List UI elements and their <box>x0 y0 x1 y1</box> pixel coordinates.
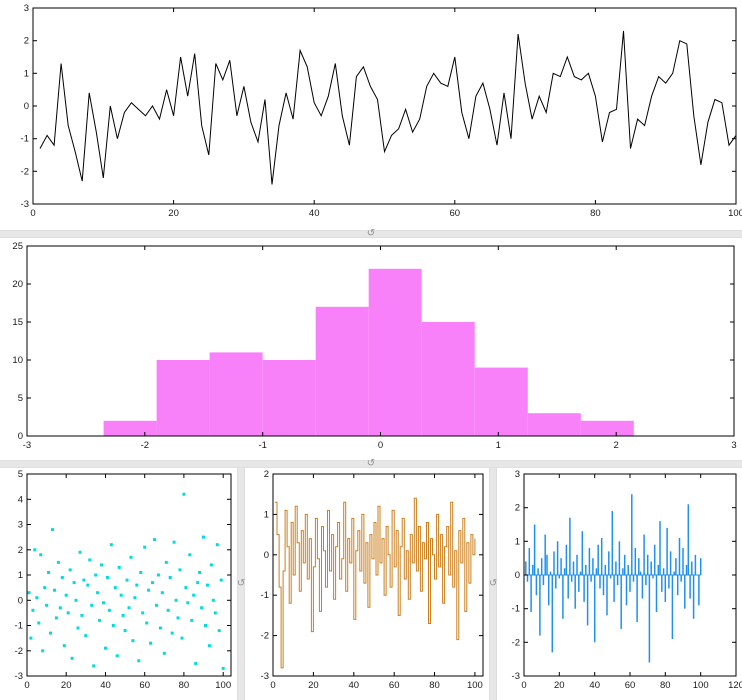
svg-text:20: 20 <box>61 680 72 691</box>
svg-text:-3: -3 <box>21 199 29 210</box>
svg-text:60: 60 <box>450 208 461 219</box>
resize-grip-icon: ↺ <box>236 578 246 589</box>
svg-text:-2: -2 <box>141 440 149 451</box>
svg-text:0: 0 <box>270 680 275 691</box>
stem-plot-panel: 0 20 40 60 80 100 120 -3 -2 -1 0 1 2 3 <box>497 468 742 700</box>
svg-text:-1: -1 <box>15 621 23 632</box>
svg-text:-1: -1 <box>21 134 29 145</box>
resize-grip-icon: ↺ <box>366 228 376 239</box>
svg-text:120: 120 <box>728 680 742 691</box>
svg-text:4: 4 <box>18 494 23 505</box>
svg-text:1: 1 <box>496 440 501 451</box>
svg-text:3: 3 <box>18 520 23 531</box>
histogram-panel: -3 -2 -1 0 1 2 3 0 5 10 15 20 25 <box>0 238 742 460</box>
svg-text:5: 5 <box>18 393 23 404</box>
svg-text:3: 3 <box>515 469 520 480</box>
bottom-panel-row: 0 20 40 60 80 100 -3 -2 -1 0 1 2 3 4 5 ↺ 0 20 40 60 80 100-… <box>0 468 742 700</box>
svg-text:-2: -2 <box>15 646 23 657</box>
svg-text:0: 0 <box>30 208 35 219</box>
svg-text:80: 80 <box>179 680 190 691</box>
line-plot-canvas[interactable]: 0 20 40 60 80 100 -3 -2 -1 0 1 2 3 <box>0 0 742 230</box>
svg-text:100: 100 <box>467 680 483 691</box>
svg-text:40: 40 <box>349 680 360 691</box>
svg-text:100: 100 <box>693 680 709 691</box>
svg-text:0: 0 <box>515 570 520 581</box>
svg-text:20: 20 <box>308 680 319 691</box>
svg-text:-1: -1 <box>258 440 266 451</box>
svg-text:0: 0 <box>521 680 526 691</box>
stem-plot-canvas[interactable]: 0 20 40 60 80 100 120 -3 -2 -1 0 1 2 3 <box>497 468 742 700</box>
svg-text:1: 1 <box>264 509 269 520</box>
resize-grip-icon: ↺ <box>488 578 498 589</box>
svg-text:-3: -3 <box>512 671 520 682</box>
svg-text:40: 40 <box>309 208 320 219</box>
svg-text:0: 0 <box>24 680 29 691</box>
svg-text:60: 60 <box>139 680 150 691</box>
svg-text:-1: -1 <box>261 590 269 601</box>
scatter-plot-canvas[interactable]: 0 20 40 60 80 100 -3 -2 -1 0 1 2 3 4 5 <box>0 468 237 700</box>
horizontal-splitter-2[interactable]: ↺ <box>0 458 742 469</box>
svg-text:80: 80 <box>660 680 671 691</box>
svg-text:-3: -3 <box>261 671 269 682</box>
svg-text:-2: -2 <box>512 637 520 648</box>
svg-text:25: 25 <box>12 241 23 252</box>
svg-text:20: 20 <box>168 208 179 219</box>
svg-text:5: 5 <box>18 469 23 480</box>
line-plot-panel: 0 20 40 60 80 100 -3 -2 -1 0 1 2 3 <box>0 0 742 230</box>
svg-text:80: 80 <box>590 208 601 219</box>
svg-text:2: 2 <box>264 469 269 480</box>
histogram-canvas[interactable]: -3 -2 -1 0 1 2 3 0 5 10 15 20 25 <box>0 238 742 460</box>
svg-text:0: 0 <box>264 550 269 561</box>
svg-text:40: 40 <box>589 680 600 691</box>
stairs-plot-panel: 0 20 40 60 80 100 -3 -2 -1 0 1 2 <box>245 468 489 700</box>
svg-text:20: 20 <box>554 680 565 691</box>
resize-grip-icon: ↺ <box>366 458 376 469</box>
svg-text:2: 2 <box>515 503 520 514</box>
svg-text:0: 0 <box>24 101 29 112</box>
svg-text:0: 0 <box>18 595 23 606</box>
svg-text:60: 60 <box>625 680 636 691</box>
scatter-plot-panel: 0 20 40 60 80 100 -3 -2 -1 0 1 2 3 4 5 <box>0 468 237 700</box>
horizontal-splitter-1[interactable]: ↺ <box>0 228 742 239</box>
vertical-splitter-2[interactable]: ↺ <box>489 468 497 700</box>
svg-text:2: 2 <box>18 545 23 556</box>
svg-text:-2: -2 <box>261 631 269 642</box>
svg-text:80: 80 <box>429 680 440 691</box>
svg-text:0: 0 <box>378 440 383 451</box>
svg-text:60: 60 <box>389 680 400 691</box>
svg-text:-3: -3 <box>15 671 23 682</box>
svg-text:0: 0 <box>18 431 23 442</box>
svg-text:20: 20 <box>12 279 23 290</box>
svg-text:40: 40 <box>100 680 111 691</box>
svg-text:10: 10 <box>12 355 23 366</box>
svg-text:1: 1 <box>515 536 520 547</box>
svg-text:2: 2 <box>24 36 29 47</box>
svg-text:-1: -1 <box>512 604 520 615</box>
svg-text:100: 100 <box>215 680 231 691</box>
stairs-plot-canvas[interactable]: 0 20 40 60 80 100 -3 -2 -1 0 1 2 <box>245 468 489 700</box>
svg-text:3: 3 <box>24 3 29 14</box>
svg-text:100: 100 <box>728 208 742 219</box>
svg-text:3: 3 <box>731 440 736 451</box>
svg-text:-3: -3 <box>23 440 31 451</box>
vertical-splitter-1[interactable]: ↺ <box>237 468 245 700</box>
svg-text:15: 15 <box>12 317 23 328</box>
svg-text:2: 2 <box>614 440 619 451</box>
svg-text:-2: -2 <box>21 166 29 177</box>
svg-text:1: 1 <box>18 570 23 581</box>
svg-text:1: 1 <box>24 68 29 79</box>
